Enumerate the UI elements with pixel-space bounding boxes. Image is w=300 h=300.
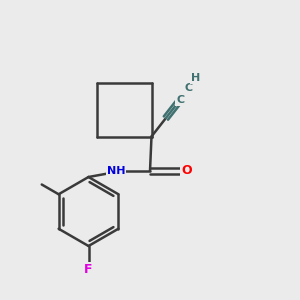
Text: NH: NH — [107, 166, 125, 176]
Text: H: H — [191, 73, 201, 83]
Text: C: C — [184, 83, 193, 93]
Text: C: C — [176, 94, 184, 105]
Text: F: F — [84, 262, 93, 276]
Text: O: O — [181, 164, 192, 178]
